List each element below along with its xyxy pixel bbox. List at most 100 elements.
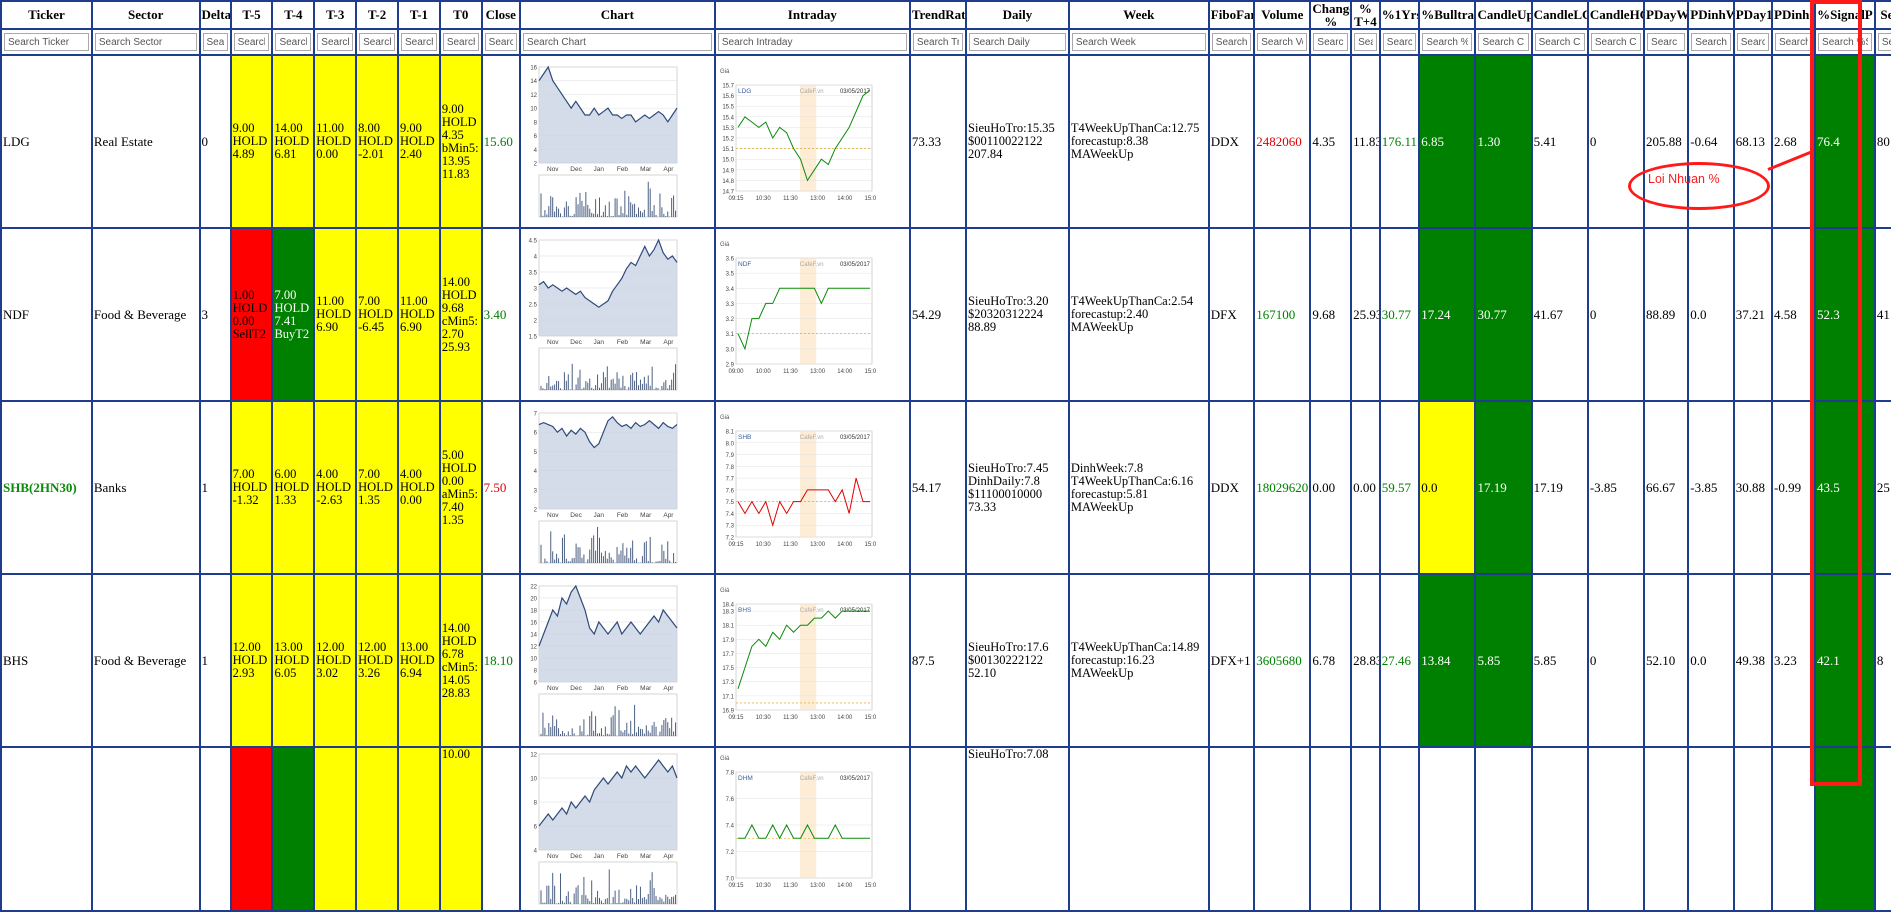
search-input-12[interactable] <box>717 33 907 52</box>
cell-1yrs: 59.57 <box>1378 400 1421 575</box>
search-input-15[interactable] <box>1071 33 1206 52</box>
search-input-19[interactable] <box>1354 33 1377 52</box>
month-label: Jan <box>593 339 604 346</box>
search-input-1[interactable] <box>4 33 89 52</box>
search-input-29[interactable] <box>1818 33 1872 52</box>
col-t0[interactable]: T0 <box>438 0 483 30</box>
cell-sector: Food & Beverage <box>90 227 201 402</box>
search-input-27[interactable] <box>1736 33 1769 52</box>
cell-ticker[interactable]: NDF <box>0 227 93 402</box>
col-daily[interactable]: Daily <box>965 0 1070 30</box>
search-input-2[interactable] <box>94 33 197 52</box>
search-input-7[interactable] <box>359 33 395 52</box>
search-input-17[interactable] <box>1257 33 1308 52</box>
cafef-watermark: CafeF.vn <box>800 435 824 441</box>
col-t2[interactable]: T-2 <box>355 0 399 30</box>
search-input-5[interactable] <box>275 33 312 52</box>
table-row[interactable]: 10.00 4 6 8 10 12 Nov Dec Jan Feb Mar Apr Giá DHM Cafe… <box>0 746 1891 912</box>
col-pdayw[interactable]: PDayW <box>1643 0 1690 30</box>
col-chart[interactable]: Chart <box>518 0 716 30</box>
search-input-10[interactable] <box>484 33 517 52</box>
col-fibofan[interactable]: FiboFan <box>1207 0 1256 30</box>
col-close[interactable]: Close <box>480 0 521 30</box>
time-label: 10:00 <box>756 369 772 375</box>
col-pdinh1[interactable]: PDinh1 <box>1770 0 1817 30</box>
col-t5[interactable]: T-5 <box>229 0 274 30</box>
search-input-23[interactable] <box>1534 33 1585 52</box>
cell-volume: 3605680 <box>1253 573 1312 748</box>
col-pdinhw[interactable]: PDinhW <box>1687 0 1735 30</box>
col-trendrate[interactable]: TrendRate <box>908 0 968 30</box>
search-input-8[interactable] <box>400 33 437 52</box>
col-candlelc[interactable]: CandleLC <box>1530 0 1589 30</box>
table-row[interactable]: SHB(2HN30) Banks 1 7.00 HOLD -1.32 6.00 HOLD… <box>0 400 1891 575</box>
search-input-11[interactable] <box>522 33 712 52</box>
y-tick-label: 3.4 <box>726 286 735 292</box>
col-candleup[interactable]: CandleUp <box>1474 0 1533 30</box>
col-bulltrap[interactable]: %Bulltrap <box>1418 0 1477 30</box>
cell-t3: 4.00 HOLD -2.63 <box>313 400 358 575</box>
search-input-22[interactable] <box>1478 33 1529 52</box>
cell-ticker[interactable] <box>0 746 93 912</box>
month-label: Apr <box>663 166 674 173</box>
table-row[interactable]: LDG Real Estate 0 9.00 HOLD 4.89 14.00 HOLD … <box>0 54 1891 229</box>
search-input-4[interactable] <box>233 33 270 52</box>
search-input-16[interactable] <box>1211 33 1252 52</box>
col-t4-pct[interactable]: % T+4 <box>1350 0 1381 30</box>
time-label: 09:15 <box>728 196 744 202</box>
cell-candlelc: 17.19 <box>1530 400 1589 575</box>
col-signalp[interactable]: %SignalP <box>1814 0 1876 30</box>
col-se[interactable]: Se <box>1873 0 1891 30</box>
search-input-21[interactable] <box>1422 33 1473 52</box>
intraday-date: 03/05/2017 <box>840 262 871 268</box>
search-cell <box>1418 28 1477 56</box>
daily-chart: 2 3 4 5 6 7 Nov Dec Jan Feb Mar Apr <box>534 411 678 563</box>
search-input-24[interactable] <box>1590 33 1642 52</box>
col-change[interactable]: Change % <box>1309 0 1353 30</box>
col-ticker[interactable]: Ticker <box>0 0 93 30</box>
col-t4[interactable]: T-4 <box>271 0 316 30</box>
col-1yrs[interactable]: %1Yrs <box>1378 0 1421 30</box>
col-sector[interactable]: Sector <box>90 0 201 30</box>
search-input-13[interactable] <box>912 33 964 52</box>
search-input-30[interactable] <box>1877 33 1891 52</box>
search-input-25[interactable] <box>1647 33 1686 52</box>
cell-t2: 8.00 HOLD -2.01 <box>355 54 399 229</box>
time-label: 13:00 <box>810 369 826 375</box>
col-intraday[interactable]: Intraday <box>713 0 911 30</box>
col-candlehc[interactable]: CandleHC <box>1586 0 1646 30</box>
col-delta[interactable]: Delta <box>198 0 232 30</box>
cell-t5 <box>229 746 274 912</box>
cell-ticker[interactable]: LDG <box>0 54 93 229</box>
table-row[interactable]: NDF Food & Beverage 3 1.00 HOLD 0.00 SellT2… <box>0 227 1891 402</box>
cell-ticker[interactable]: SHB(2HN30) <box>0 400 93 575</box>
table-row[interactable]: BHS Food & Beverage 1 12.00 HOLD 2.93 13.00 … <box>0 573 1891 748</box>
cafef-watermark: CafeF.vn <box>800 262 824 268</box>
time-label: 11:30 <box>783 196 798 202</box>
search-input-18[interactable] <box>1313 33 1349 52</box>
y-tick-label: 7.7 <box>726 476 735 482</box>
col-t3[interactable]: T-3 <box>313 0 358 30</box>
search-input-20[interactable] <box>1382 33 1417 52</box>
price-line <box>538 65 678 123</box>
search-input-26[interactable] <box>1691 33 1731 52</box>
col-week[interactable]: Week <box>1067 0 1210 30</box>
search-input-14[interactable] <box>969 33 1066 52</box>
cell-t3: 12.00 HOLD 3.02 <box>313 573 358 748</box>
search-cell <box>271 28 316 56</box>
search-input-28[interactable] <box>1775 33 1813 52</box>
time-label: 09:15 <box>728 715 744 721</box>
cell-change: 0.00 <box>1309 400 1353 575</box>
y-tick-label: 15.3 <box>722 125 734 131</box>
col-volume[interactable]: Volume <box>1253 0 1312 30</box>
cell-t2: 12.00 HOLD 3.26 <box>355 573 399 748</box>
cell-pdayw <box>1643 746 1690 912</box>
cell-delta: 1 <box>198 400 232 575</box>
col-t1[interactable]: T-1 <box>396 0 441 30</box>
search-input-3[interactable] <box>202 33 228 52</box>
search-input-6[interactable] <box>317 33 354 52</box>
time-label: 11:30 <box>783 715 798 721</box>
search-input-9[interactable] <box>442 33 479 52</box>
col-pday1[interactable]: PDay1 <box>1732 0 1774 30</box>
cell-ticker[interactable]: BHS <box>0 573 93 748</box>
